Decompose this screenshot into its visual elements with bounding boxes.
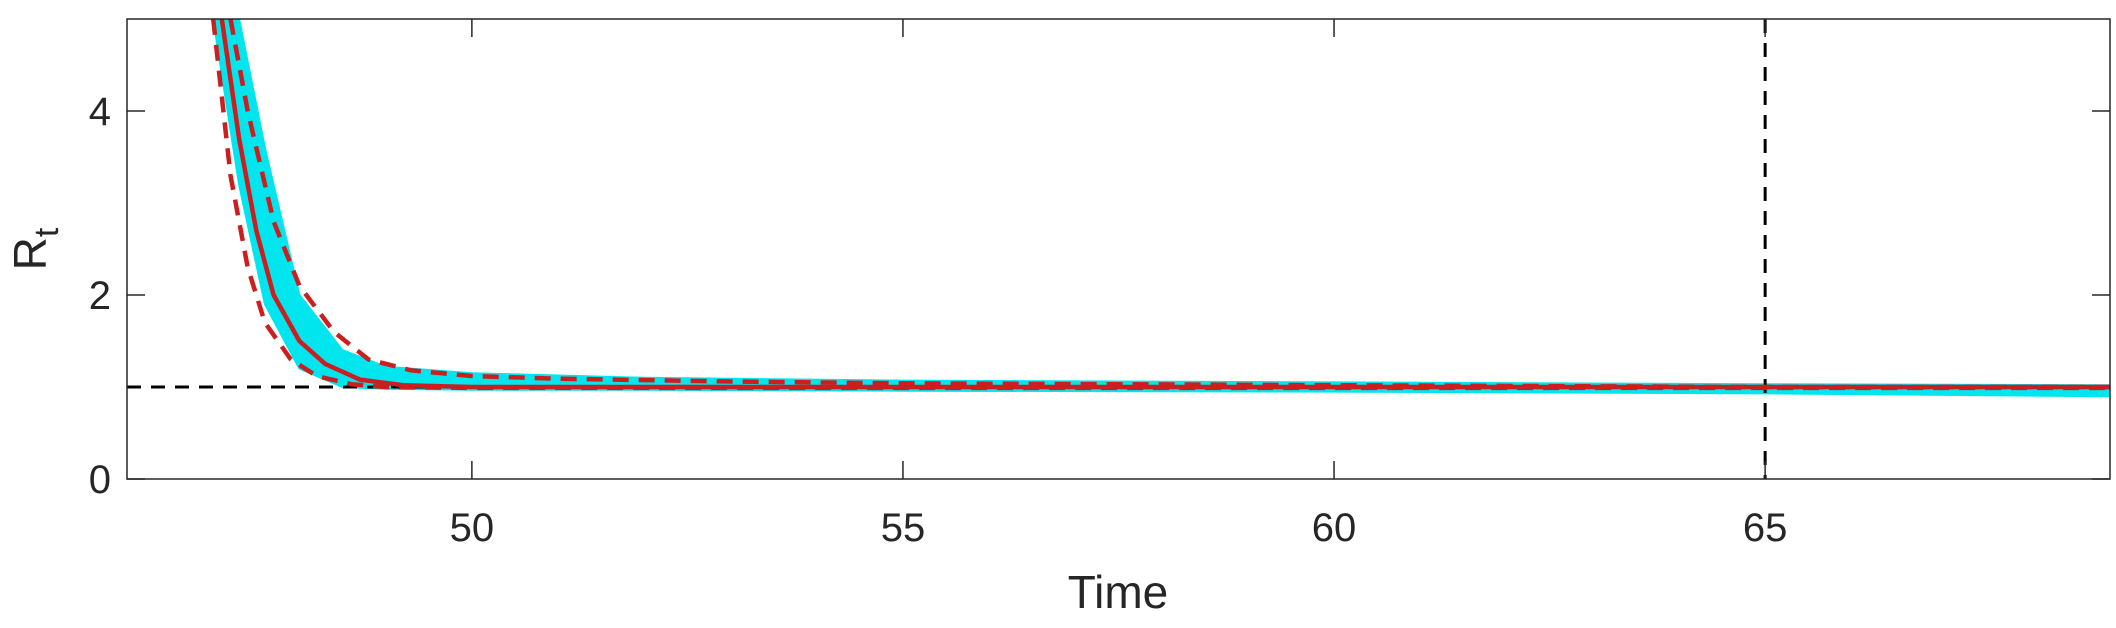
series-layer bbox=[210, 19, 2110, 391]
series-line-3 bbox=[228, 19, 2110, 390]
plot-area bbox=[127, 19, 2110, 479]
x-tick-label: 65 bbox=[1743, 506, 1788, 550]
x-tick-label: 60 bbox=[1312, 506, 1357, 550]
x-axis-ticks: 50 55 60 65 bbox=[450, 19, 1788, 550]
axes-box bbox=[126, 18, 2111, 480]
y-axis-label: Rt bbox=[4, 227, 66, 270]
uncertainty-band bbox=[212, 19, 2110, 398]
x-axis-label: Time bbox=[1068, 566, 1169, 618]
y-tick-label: 4 bbox=[89, 90, 111, 134]
y-tick-label: 0 bbox=[89, 458, 111, 502]
series-line-2 bbox=[210, 19, 2110, 391]
uncertainty-band-layer bbox=[212, 19, 2110, 398]
y-tick-label: 2 bbox=[89, 274, 111, 318]
x-tick-label: 55 bbox=[881, 506, 926, 550]
y-axis-ticks: 0 2 4 bbox=[89, 90, 2110, 502]
x-tick-label: 50 bbox=[450, 506, 495, 550]
